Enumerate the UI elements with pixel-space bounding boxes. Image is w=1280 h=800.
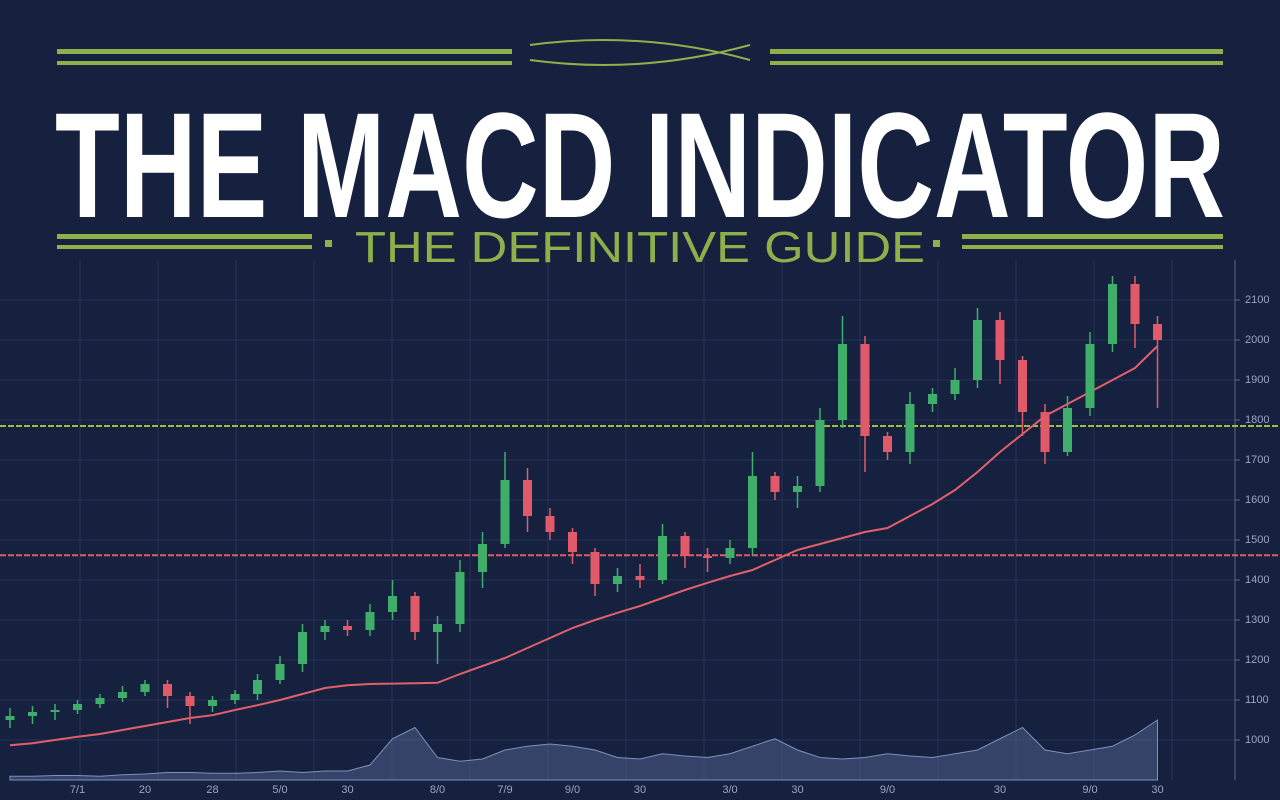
y-tick-label: 2100 [1245,294,1269,306]
rule [57,61,512,65]
candle-body [478,544,487,572]
x-tick-label: 30 [994,784,1006,796]
candle-body [928,394,937,404]
header-decor [57,39,1223,249]
candle-body [950,380,960,394]
candle-body [320,626,330,632]
candle-body [1040,412,1050,452]
x-tick-label: 3/0 [722,784,737,796]
candle-body [680,536,690,556]
candle-body [1085,344,1095,408]
rule [962,234,1223,239]
candle-body [298,632,307,664]
chart-subtitle: THE DEFINITIVE GUIDE [355,223,925,272]
candle-body [590,552,600,584]
moving-average [9,345,1159,747]
candle-body [995,320,1005,360]
candle-body [1063,408,1072,452]
dot [933,240,940,247]
chart-title: THE MACD INDICATOR [55,81,1225,249]
candle-body [208,700,217,706]
x-tick-label: 7/9 [497,784,512,796]
candle-body [230,694,240,700]
candle-body [545,516,555,532]
candle-body [1130,284,1140,324]
candle-body [703,556,712,558]
candle-body [905,404,915,452]
candle-body [253,680,262,694]
candle-body [883,436,892,452]
rule [962,245,1223,249]
volume-area [9,719,1158,781]
dot [325,240,332,247]
candle-body [1153,324,1162,340]
y-tick-label: 1800 [1245,414,1269,426]
rule [770,49,1223,54]
x-tick-label: 28 [206,784,218,796]
candle-body [275,664,285,680]
x-tick-label: 9/0 [880,784,895,796]
candle-body [635,576,645,580]
x-tick-label: 30 [1151,784,1163,796]
candle-body [500,480,510,544]
y-tick-label: 1300 [1245,614,1269,626]
candle-body [28,712,37,716]
x-tick-label: 8/0 [430,784,445,796]
x-tick-label: 20 [139,784,151,796]
candle-body [95,698,105,704]
candle-body [163,684,172,696]
x-tick-label: 30 [634,784,646,796]
candle-body [140,684,150,692]
y-tick-label: 1600 [1245,494,1269,506]
plot: 1000 1100 1200 1300 1400 1500 1600 1700 1800 1900… [0,260,1280,796]
candle-body [410,596,420,632]
candle-body [793,486,802,492]
candle-body [5,716,15,720]
y-tick-label: 1000 [1245,734,1269,746]
candle-body [770,476,780,492]
candle-body [1018,360,1027,412]
x-tick-label: 30 [341,784,353,796]
x-tick-label: 9/0 [565,784,580,796]
candle-body [185,696,195,706]
candle-body [860,344,870,436]
candle-body [838,344,847,420]
candle-body [433,624,442,632]
x-tick-label: 5/0 [272,784,287,796]
y-tick-label: 1200 [1245,654,1269,666]
y-tick-label: 1100 [1245,694,1269,706]
y-tick-label: 1500 [1245,534,1269,546]
candle-body [613,576,622,584]
y-tick-label: 1900 [1245,374,1269,386]
candle-body [523,480,532,516]
candle-body [1108,284,1117,344]
candle-body [365,612,375,630]
candle-body [568,532,577,552]
x-tick-label: 7/1 [70,784,85,796]
candle-body [973,320,982,380]
rule [57,234,312,239]
x-tick-label: 9/0 [1082,784,1097,796]
candle-body [725,548,735,558]
x-tick-label: 30 [791,784,803,796]
candle-body [658,536,667,580]
candle-body [748,476,757,548]
y-tick-label: 1400 [1245,574,1269,586]
rule [57,245,312,249]
y-tick-label: 1700 [1245,454,1269,466]
rule [770,61,1223,65]
candle-body [118,692,127,698]
y-tick-label: 2000 [1245,334,1269,346]
candle-body [388,596,397,612]
rule [57,49,512,54]
candle-body [50,710,60,712]
candle-body [73,704,82,710]
candle-body [455,572,465,624]
emblem [529,39,751,66]
candle-body [343,626,352,630]
candle-body [815,420,825,486]
